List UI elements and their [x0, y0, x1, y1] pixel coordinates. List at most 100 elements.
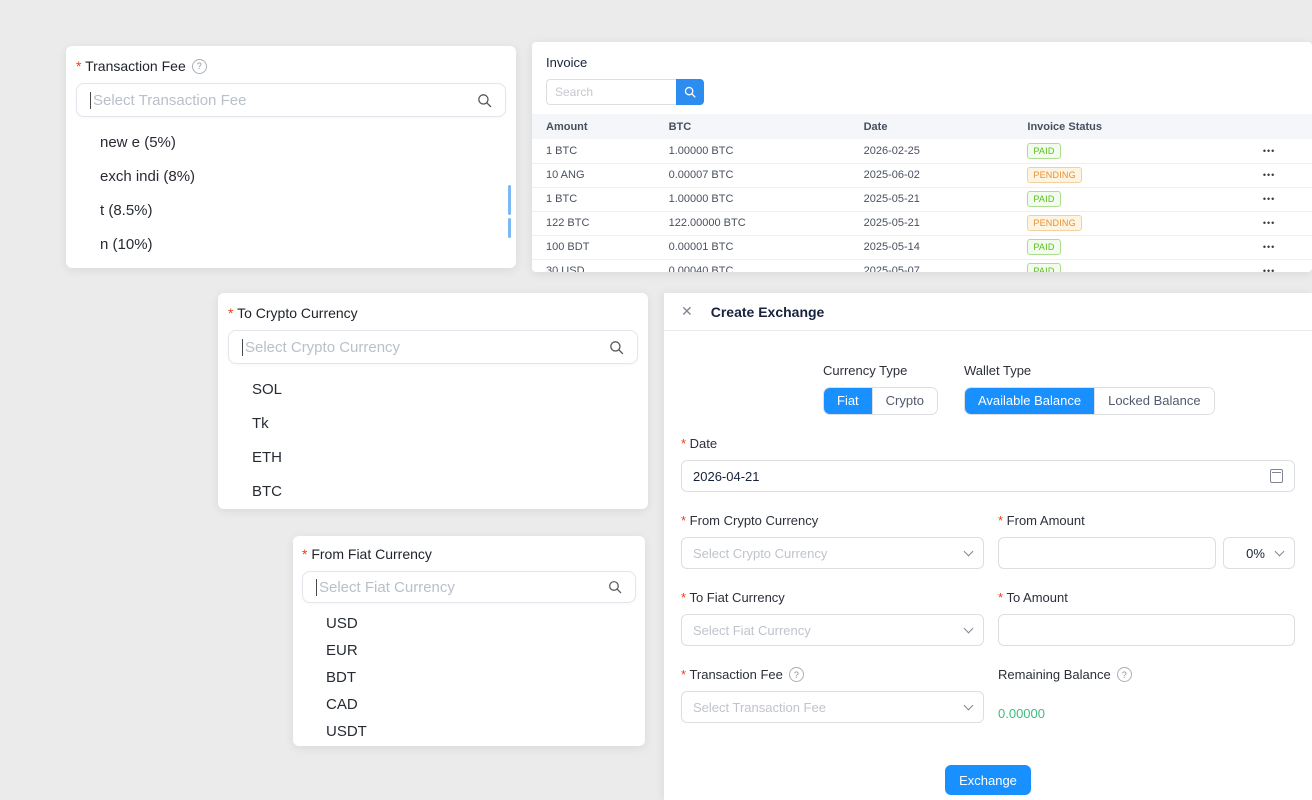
- col-status: Invoice Status: [1023, 114, 1227, 139]
- fee-select[interactable]: Select Transaction Fee: [681, 691, 984, 723]
- search-icon: [608, 580, 622, 594]
- invoice-panel: Invoice Amount BTC Date Invoice Status 1…: [532, 42, 1312, 272]
- close-icon[interactable]: ✕: [681, 303, 693, 319]
- cell-btc: 1.00000 BTC: [664, 187, 860, 212]
- calendar-icon: [1270, 469, 1283, 483]
- cell-amount: 1 BTC: [532, 187, 665, 212]
- status-badge: PENDING: [1027, 215, 1082, 231]
- cell-date: 2025-05-21: [859, 211, 1024, 236]
- row-actions-icon[interactable]: •••: [1226, 211, 1312, 236]
- to-amount-input[interactable]: [998, 614, 1295, 646]
- fiat-option[interactable]: BDT: [326, 669, 356, 686]
- status-badge: PENDING: [1027, 167, 1082, 183]
- transaction-fee-label: Transaction Fee ?: [76, 58, 506, 74]
- transaction-fee-label-text: Transaction Fee: [76, 58, 186, 74]
- to-crypto-label: To Crypto Currency: [228, 305, 638, 321]
- currency-type-crypto[interactable]: Crypto: [871, 388, 937, 414]
- col-amount: Amount: [532, 114, 665, 139]
- fee-select-label: Transaction Fee: [681, 667, 782, 682]
- status-badge: PAID: [1027, 191, 1061, 207]
- from-crypto-select[interactable]: Select Crypto Currency: [681, 537, 984, 569]
- invoice-search-button[interactable]: [676, 79, 704, 105]
- wallet-type-available[interactable]: Available Balance: [964, 388, 1095, 414]
- row-actions-icon[interactable]: •••: [1226, 187, 1312, 212]
- wallet-type-label: Wallet Type: [963, 363, 1032, 378]
- fee-option[interactable]: exch indi (8%): [100, 168, 196, 185]
- scrollbar-thumb[interactable]: [508, 185, 511, 215]
- table-row: 30 USD 0.00040 BTC 2025-05-07 PAID •••: [532, 259, 1312, 272]
- wallet-type-segmented: Available Balance Locked Balance: [963, 387, 1215, 415]
- create-exchange-drawer: ✕ Create Exchange Currency Type Fiat Cry…: [664, 293, 1312, 800]
- currency-type-segmented: Fiat Crypto: [823, 387, 938, 415]
- status-badge: PAID: [1027, 142, 1061, 159]
- transaction-fee-dropdown-panel: Transaction Fee ? Select Transaction Fee…: [66, 46, 516, 268]
- table-row: 10 ANG 0.00007 BTC 2025-06-02 PENDING ••…: [532, 163, 1312, 188]
- fee-option[interactable]: t (8.5%): [100, 202, 153, 219]
- cell-amount: 122 BTC: [532, 211, 665, 236]
- from-fiat-label: From Fiat Currency: [302, 546, 636, 562]
- from-amount-label: From Amount: [998, 513, 1085, 528]
- text-caret: [316, 578, 317, 596]
- help-icon[interactable]: ?: [191, 58, 207, 74]
- cell-date: 2025-05-07: [859, 259, 1024, 272]
- col-date: Date: [859, 114, 1024, 139]
- row-actions-icon[interactable]: •••: [1226, 259, 1312, 272]
- crypto-option[interactable]: SOL: [252, 381, 283, 398]
- transaction-fee-search-input[interactable]: Select Transaction Fee: [76, 83, 506, 117]
- fiat-option[interactable]: EUR: [326, 642, 358, 659]
- search-icon: [609, 340, 624, 355]
- row-actions-icon[interactable]: •••: [1226, 139, 1312, 164]
- table-row: 122 BTC 122.00000 BTC 2025-05-21 PENDING…: [532, 211, 1312, 236]
- search-icon: [684, 86, 696, 98]
- chevron-down-icon: [963, 623, 974, 633]
- row-actions-icon[interactable]: •••: [1226, 163, 1312, 188]
- fee-option[interactable]: n (10%): [100, 236, 153, 253]
- crypto-option[interactable]: ETH: [252, 449, 282, 466]
- search-icon: [477, 93, 492, 108]
- cell-btc: 1.00000 BTC: [664, 139, 860, 164]
- table-row: 1 BTC 1.00000 BTC 2026-02-25 PAID •••: [532, 139, 1312, 164]
- fiat-option[interactable]: CAD: [326, 696, 358, 713]
- exchange-button[interactable]: Exchange: [945, 765, 1031, 795]
- crypto-option[interactable]: Tk: [252, 415, 269, 432]
- to-fiat-select[interactable]: Select Fiat Currency: [681, 614, 984, 646]
- cell-date: 2026-02-25: [859, 139, 1024, 164]
- date-label: Date: [681, 436, 717, 451]
- help-icon[interactable]: ?: [1116, 667, 1132, 682]
- text-caret: [242, 338, 243, 356]
- from-amount-input[interactable]: [998, 537, 1216, 569]
- fee-option[interactable]: new e (5%): [100, 134, 176, 151]
- invoice-title: Invoice: [546, 55, 588, 70]
- fee-percent-select[interactable]: 0%: [1223, 537, 1295, 569]
- cell-btc: 0.00001 BTC: [664, 235, 860, 260]
- from-crypto-placeholder: Select Crypto Currency: [693, 545, 828, 561]
- to-fiat-label: To Fiat Currency: [681, 590, 784, 605]
- chevron-down-icon: [963, 700, 974, 710]
- row-actions-icon[interactable]: •••: [1226, 235, 1312, 260]
- fee-percent-value: 0%: [1246, 545, 1265, 561]
- fiat-option[interactable]: USD: [326, 615, 358, 632]
- invoice-search-input[interactable]: [546, 79, 676, 105]
- status-badge: PAID: [1027, 239, 1061, 255]
- remaining-balance-value: 0.00000: [998, 706, 1045, 721]
- scrollbar-thumb[interactable]: [508, 218, 511, 238]
- table-row: 100 BDT 0.00001 BTC 2025-05-14 PAID •••: [532, 235, 1312, 260]
- fee-select-placeholder: Select Transaction Fee: [693, 699, 826, 715]
- wallet-type-group: Wallet Type Available Balance Locked Bal…: [963, 363, 1215, 415]
- crypto-option[interactable]: BTC: [252, 483, 282, 500]
- invoice-header-row: Amount BTC Date Invoice Status: [532, 114, 1312, 139]
- from-fiat-placeholder: Select Fiat Currency: [319, 578, 455, 596]
- to-crypto-search-input[interactable]: Select Crypto Currency: [228, 330, 638, 364]
- text-caret: [90, 91, 91, 109]
- chevron-down-icon: [1274, 546, 1285, 556]
- wallet-type-locked[interactable]: Locked Balance: [1094, 388, 1214, 414]
- from-fiat-search-input[interactable]: Select Fiat Currency: [302, 571, 636, 603]
- to-crypto-dropdown-panel: To Crypto Currency Select Crypto Currenc…: [218, 293, 648, 509]
- date-input[interactable]: 2026-04-21: [681, 460, 1295, 492]
- cell-amount: 100 BDT: [532, 235, 665, 260]
- fiat-option[interactable]: USDT: [326, 723, 367, 740]
- help-icon[interactable]: ?: [788, 667, 804, 682]
- currency-type-fiat[interactable]: Fiat: [824, 388, 872, 414]
- cell-btc: 0.00007 BTC: [664, 163, 860, 188]
- to-crypto-placeholder: Select Crypto Currency: [245, 338, 401, 356]
